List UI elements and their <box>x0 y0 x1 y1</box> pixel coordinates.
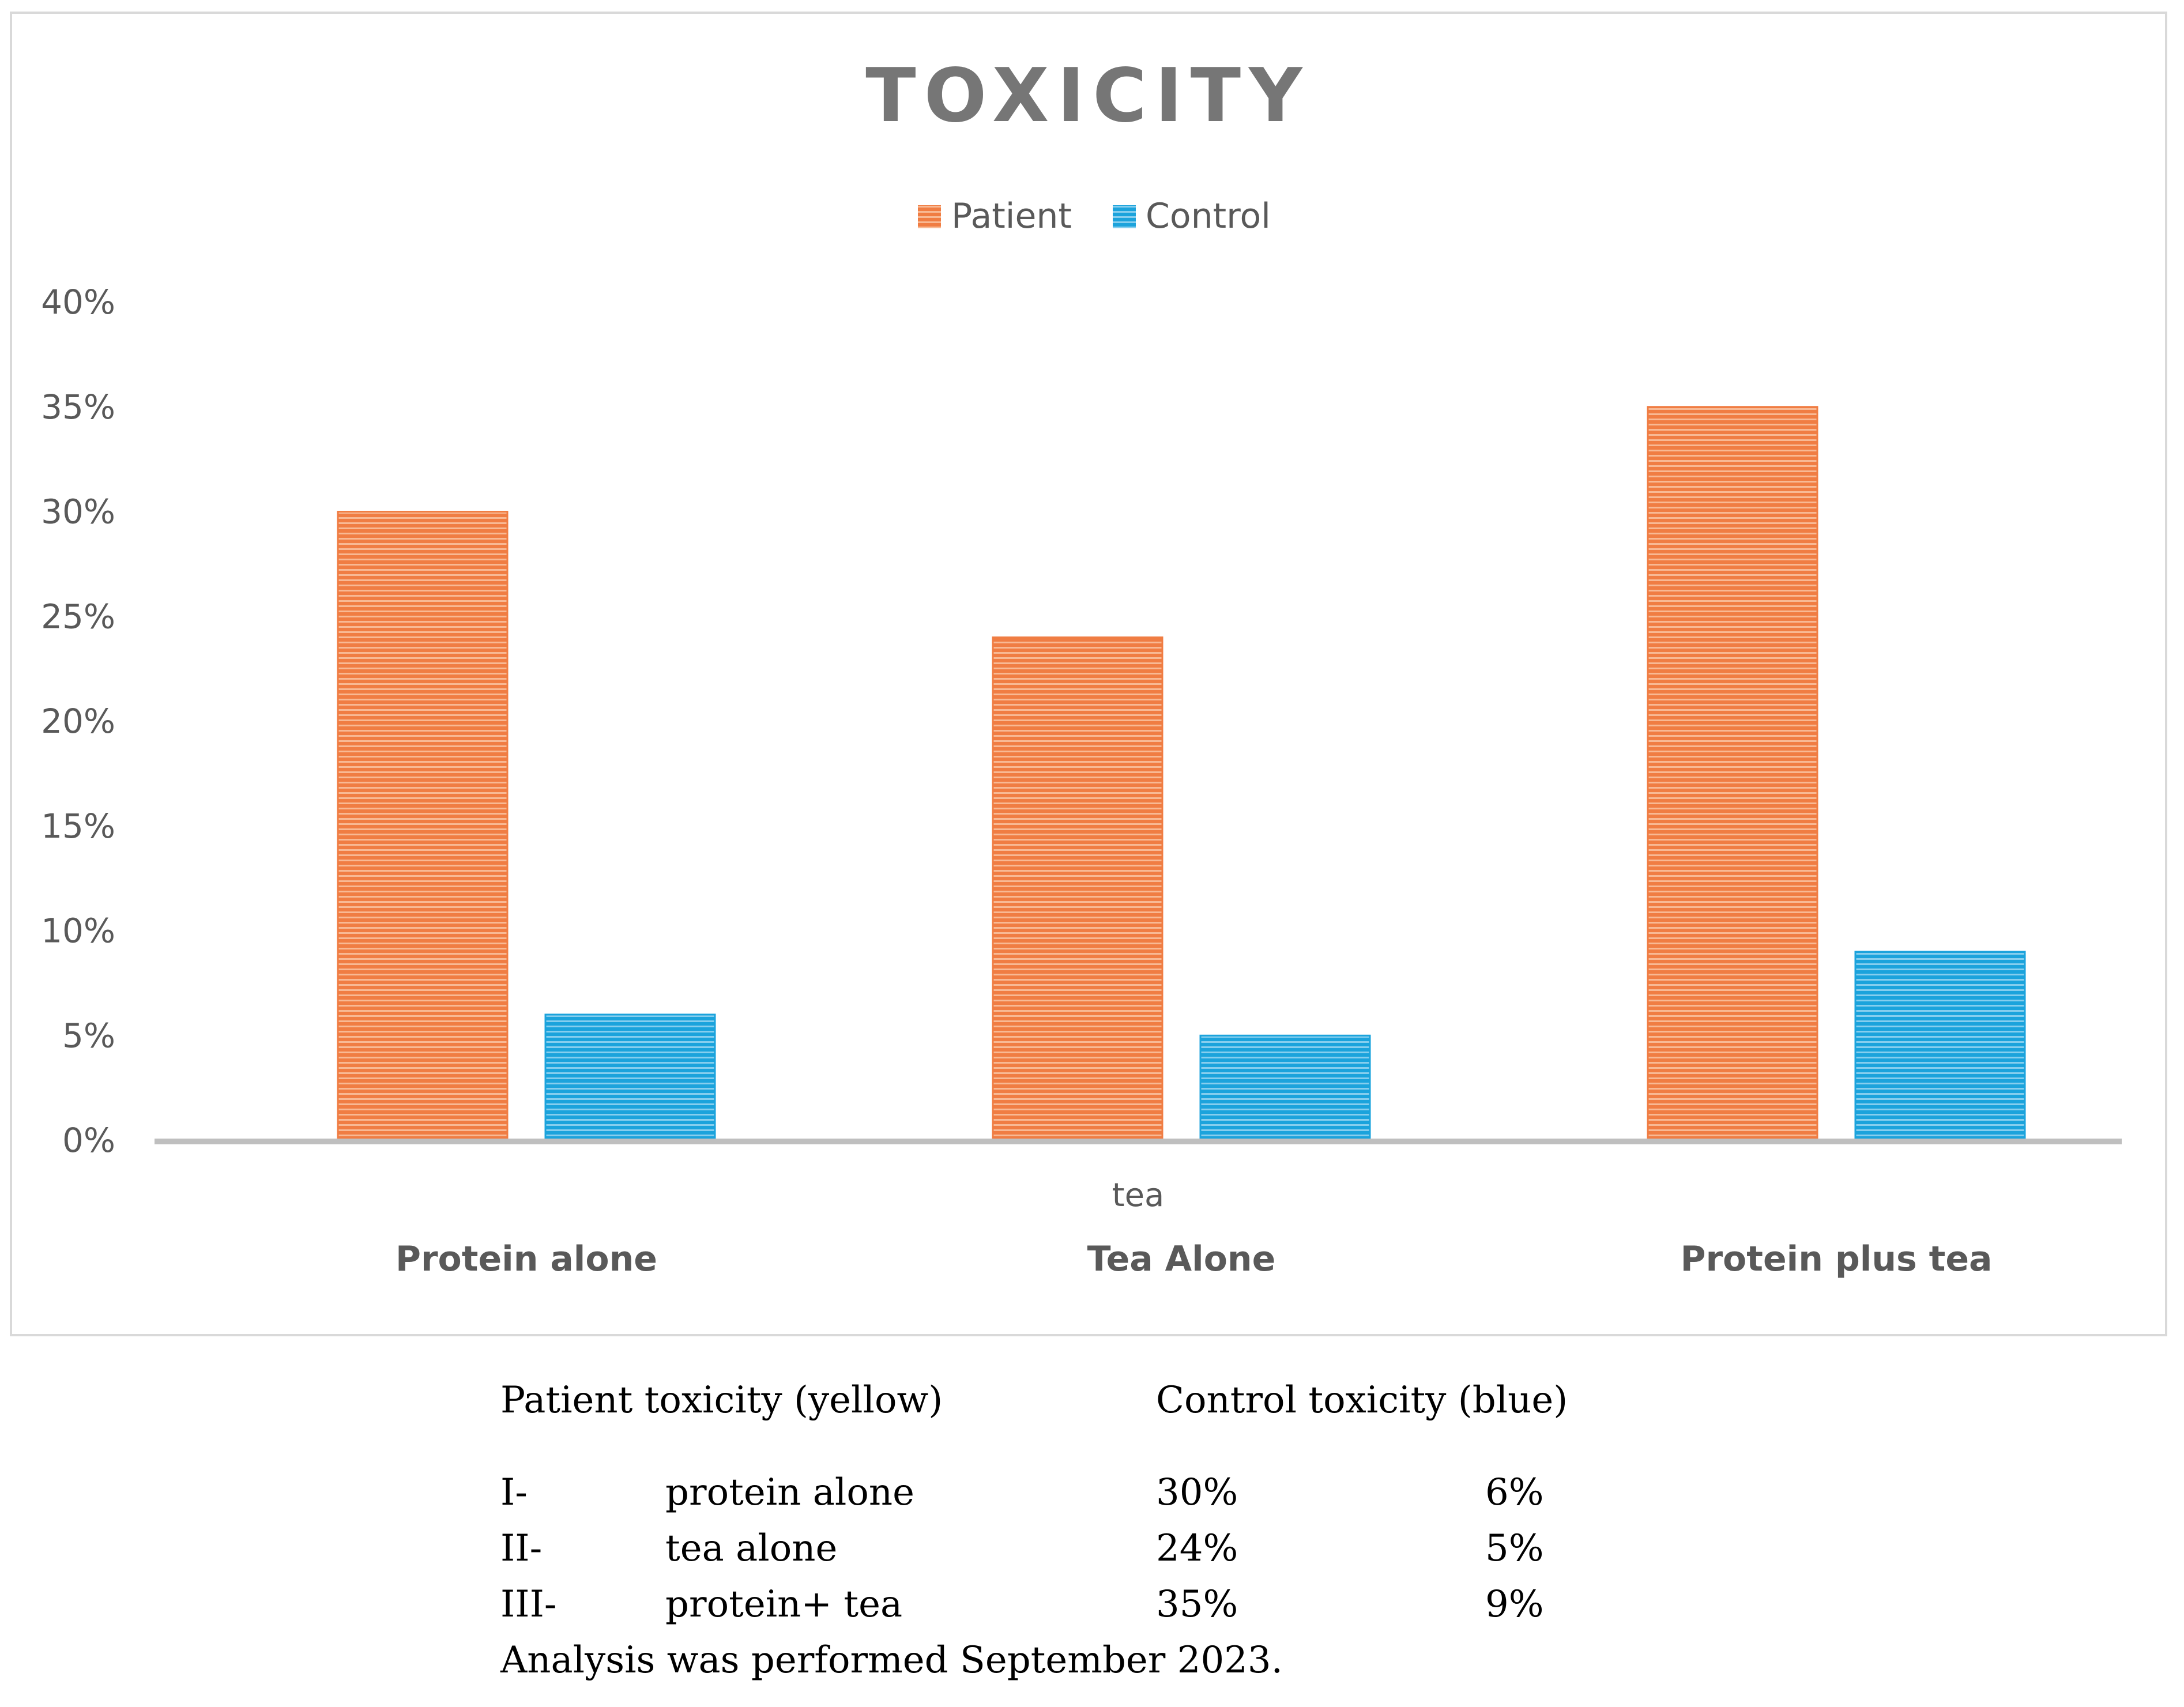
legend-swatch-control <box>1113 205 1136 228</box>
caption-row-label: tea alone <box>665 1527 838 1570</box>
chart-title: TOXICITY <box>865 53 1310 139</box>
chart-svg: TOXICITY Patient Control 0% 5% 10% 15% 20% 25… <box>41 53 2122 1279</box>
caption-note: Analysis was performed September 2023. <box>500 1639 1283 1682</box>
caption-row-numeral: I- <box>500 1471 528 1514</box>
bar-patient-2 <box>992 636 1163 1141</box>
category-label: Tea Alone <box>1087 1239 1276 1279</box>
caption-row-control: 9% <box>1485 1583 1544 1626</box>
caption-patient-header: Patient toxicity (yellow) <box>500 1379 943 1422</box>
y-tick-label: 15% <box>41 807 115 846</box>
caption-row-patient: 35% <box>1156 1583 1238 1626</box>
caption-row-control: 5% <box>1485 1527 1544 1570</box>
caption: Patient toxicity (yellow) Control toxici… <box>500 1379 1568 1682</box>
y-tick-label: 25% <box>41 597 115 636</box>
category-label: Protein plus tea <box>1680 1239 1992 1279</box>
y-axis-ticks: 0% 5% 10% 15% 20% 25% 30% 35% 40% <box>41 282 115 1160</box>
bar-control-3 <box>1854 951 2026 1141</box>
legend-label-control: Control <box>1146 196 1271 236</box>
category-label: Protein alone <box>396 1239 657 1279</box>
y-tick-label: 20% <box>41 702 115 741</box>
y-tick-label: 10% <box>41 911 115 951</box>
category-labels: Protein alone Tea Alone Protein plus tea <box>396 1239 1993 1279</box>
caption-row-label: protein alone <box>665 1471 914 1514</box>
bar-control-2 <box>1199 1034 1371 1141</box>
caption-row: II- tea alone 24% 5% <box>500 1527 1544 1583</box>
caption-row-numeral: III- <box>500 1583 557 1626</box>
caption-row: III- protein+ tea 35% 9% <box>500 1583 1544 1639</box>
legend-swatch-patient <box>918 205 941 228</box>
bar-patient-3 <box>1647 406 1818 1141</box>
caption-row-patient: 24% <box>1156 1527 1238 1570</box>
caption-row-numeral: II- <box>500 1527 543 1570</box>
caption-row: I- protein alone 30% 6% <box>500 1471 1544 1527</box>
y-tick-label: 0% <box>62 1121 115 1160</box>
legend-label-patient: Patient <box>951 196 1072 236</box>
bar-patient-1 <box>337 511 509 1141</box>
y-tick-label: 30% <box>41 492 115 532</box>
y-tick-label: 35% <box>41 387 115 427</box>
caption-header-row: Patient toxicity (yellow) Control toxici… <box>500 1379 1568 1437</box>
y-tick-label: 40% <box>41 282 115 322</box>
bars <box>337 406 2026 1141</box>
bar-control-1 <box>544 1013 716 1141</box>
caption-row-label: protein+ tea <box>665 1583 903 1626</box>
caption-control-header: Control toxicity (blue) <box>1156 1379 1568 1422</box>
x-axis-title: tea <box>1112 1177 1165 1214</box>
legend: Patient Control <box>918 196 1271 236</box>
caption-row-control: 6% <box>1485 1471 1544 1514</box>
y-tick-label: 5% <box>62 1016 115 1055</box>
caption-row-patient: 30% <box>1156 1471 1238 1514</box>
